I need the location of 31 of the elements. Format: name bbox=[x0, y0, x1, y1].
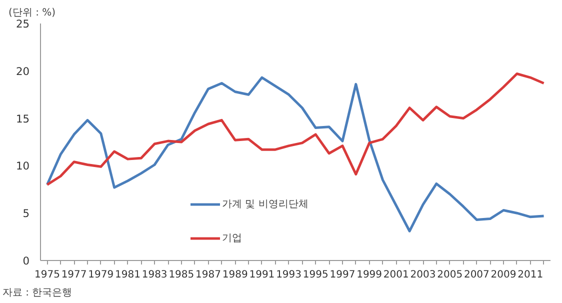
x-tick-label: 1987 bbox=[196, 270, 221, 280]
line-series bbox=[46, 76, 546, 232]
x-tick-label: 2007 bbox=[464, 270, 490, 280]
y-tick-label: 20 bbox=[16, 64, 30, 78]
legend-label: 기업 bbox=[222, 232, 242, 245]
y-axis-title: (단위 : %) bbox=[8, 8, 56, 18]
x-tick-label: 1985 bbox=[168, 270, 194, 280]
text: 자료 : 한국은행 bbox=[2, 288, 72, 298]
y-tick-label: 25 bbox=[16, 18, 30, 30]
x-tick-label: 1977 bbox=[61, 270, 87, 280]
y-tick-label: 5 bbox=[22, 207, 30, 220]
x-tick-label: 2005 bbox=[437, 270, 463, 280]
y-tick-label: 0 bbox=[22, 254, 30, 268]
x-tick-label: 1981 bbox=[115, 270, 140, 280]
y-tick-label: 15 bbox=[16, 112, 30, 126]
x-tick-label: 1983 bbox=[142, 270, 168, 280]
x-tick-label: 1975 bbox=[34, 270, 60, 280]
x-tick-label: 1991 bbox=[249, 270, 275, 280]
y-tick-label: 10 bbox=[16, 160, 30, 173]
x-tick-label: 1995 bbox=[302, 270, 328, 280]
x-tick-label: 1999 bbox=[356, 270, 382, 280]
legend-label: 가계 및 비영리단체 bbox=[222, 198, 308, 211]
x-tick-label: 1989 bbox=[222, 270, 248, 280]
x-tick-label: 2001 bbox=[383, 270, 409, 280]
x-tick-label: 2009 bbox=[490, 270, 516, 280]
x-tick-label: 2003 bbox=[410, 270, 436, 280]
x-tick-label: 1997 bbox=[330, 270, 356, 280]
x-tick-label: 2011 bbox=[518, 270, 544, 280]
x-tick-label: 1993 bbox=[276, 270, 302, 280]
x-tick-label: 1979 bbox=[88, 270, 114, 280]
line-series bbox=[46, 72, 546, 186]
